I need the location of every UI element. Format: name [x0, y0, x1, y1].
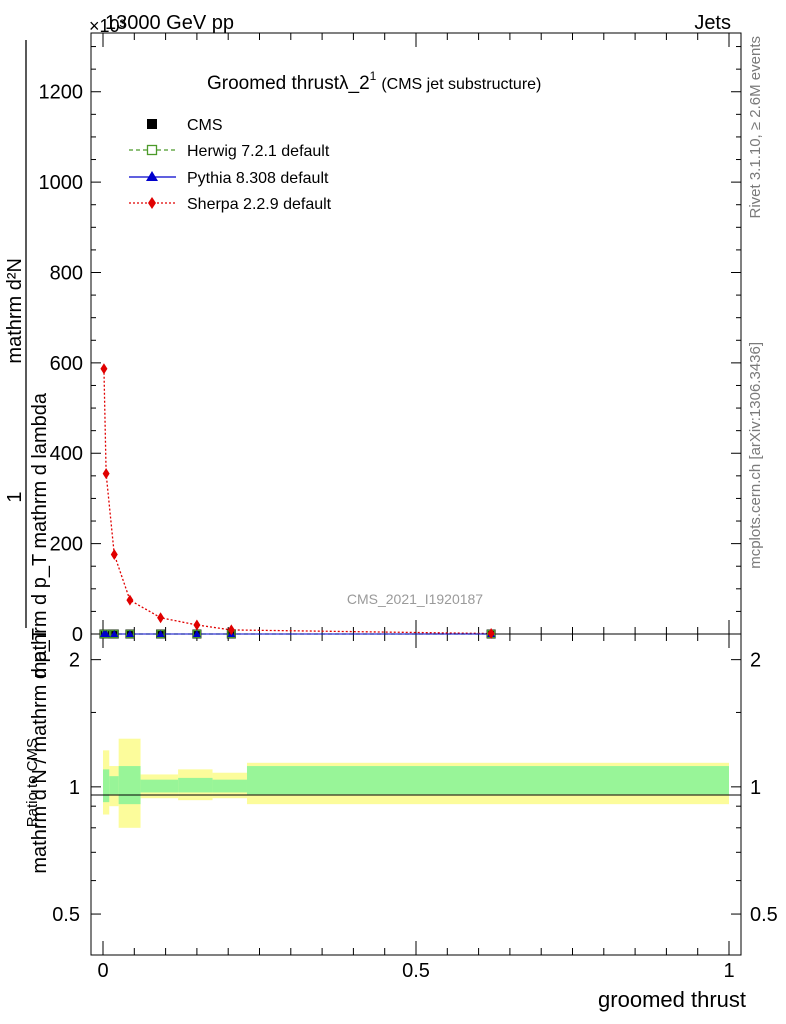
sherpa-series-line	[103, 368, 492, 635]
plot-title-subtitle: (CMS jet substructure)	[381, 76, 541, 93]
pythia-point	[110, 630, 119, 637]
pythia-point	[125, 630, 134, 637]
sherpa-point	[126, 594, 134, 606]
legend-label: Herwig 7.2.1 default	[187, 143, 330, 160]
main-y-axis-denominator: mathrm d N / mathrm d p_T	[29, 628, 51, 874]
main-y-tick-label: 0	[72, 624, 83, 646]
header-right-label: Jets	[694, 12, 731, 34]
ratio-band-green	[212, 779, 247, 793]
sherpa-point	[487, 628, 495, 640]
x-tick-label: 0	[97, 960, 108, 982]
plot-title: Groomed thrustλ_21 (CMS jet substructure)	[207, 69, 541, 94]
x-tick-label: 1	[723, 960, 734, 982]
pythia-point	[102, 630, 111, 637]
header-left-label: 13000 GeV pp	[105, 12, 234, 34]
sherpa-point	[227, 624, 235, 636]
ratio-y-tick-label-right: 0.5	[750, 904, 778, 926]
legend-label: Sherpa 2.2.9 default	[187, 196, 332, 213]
legend-marker-sherpa	[148, 197, 156, 209]
x-axis-label: groomed thrust	[598, 987, 746, 1012]
y-scale-exponent: ×10³	[89, 16, 126, 36]
legend-marker-herwig	[146, 144, 158, 156]
plot-title-superscript: 1	[370, 69, 377, 83]
main-y-axis-differential: mathrm d p_T mathrm d lambda	[29, 392, 51, 678]
ratio-y-axis-label: Ratio to CMS	[24, 738, 41, 827]
sherpa-point	[100, 363, 108, 375]
plot-title-main: Groomed thrustλ_2	[207, 73, 370, 94]
legend-marker-cms	[147, 119, 157, 129]
main-y-tick-label: 1000	[39, 172, 84, 194]
x-tick-label: 0.5	[402, 960, 430, 982]
main-y-tick-label: 200	[50, 534, 83, 556]
ratio-band-green	[118, 766, 141, 805]
main-y-tick-label: 600	[50, 353, 83, 375]
ratio-y-tick-label-right: 1	[750, 777, 761, 799]
main-y-tick-label: 400	[50, 443, 83, 465]
sherpa-point	[157, 612, 165, 624]
pythia-point	[156, 630, 165, 637]
analysis-watermark: CMS_2021_I1920187	[347, 591, 483, 607]
ratio-y-tick-label: 2	[69, 650, 80, 672]
legend-marker-pythia	[146, 171, 158, 181]
ratio-band-green	[178, 777, 213, 793]
main-y-tick-label: 800	[50, 262, 83, 284]
main-y-axis-lead: 1	[4, 491, 26, 502]
main-y-tick-label: 1200	[39, 82, 84, 104]
legend-label: Pythia 8.308 default	[187, 170, 329, 187]
ratio-band-green	[109, 776, 119, 795]
sherpa-point	[110, 548, 118, 560]
main-y-axis-numerator: mathrm d²N	[4, 258, 26, 364]
data-series	[99, 363, 496, 640]
ratio-band-green	[103, 769, 110, 803]
ratio-y-tick-label-right: 2	[750, 650, 761, 672]
ratio-y-tick-label: 1	[69, 777, 80, 799]
mcplots-label: mcplots.cern.ch [arXiv:1306.3436]	[747, 342, 764, 569]
pythia-point	[192, 630, 201, 637]
sherpa-point	[193, 619, 201, 631]
ratio-uncertainty-bands	[103, 738, 730, 828]
rivet-version-label: Rivet 3.1.10, ≥ 2.6M events	[747, 36, 764, 219]
legend-label: CMS	[187, 117, 223, 134]
ratio-band-green	[246, 766, 730, 795]
ratio-y-tick-label: 0.5	[52, 904, 80, 926]
sherpa-point	[102, 468, 110, 480]
legend: CMS Herwig 7.2.1 default Pythia 8.308 defa…	[129, 117, 332, 213]
ratio-band-green	[140, 779, 179, 793]
axis-ticks: 0 200 400 600 800 1000 1200 0.5 0.5 1 1 2 2 0 0.5 1	[39, 33, 778, 982]
